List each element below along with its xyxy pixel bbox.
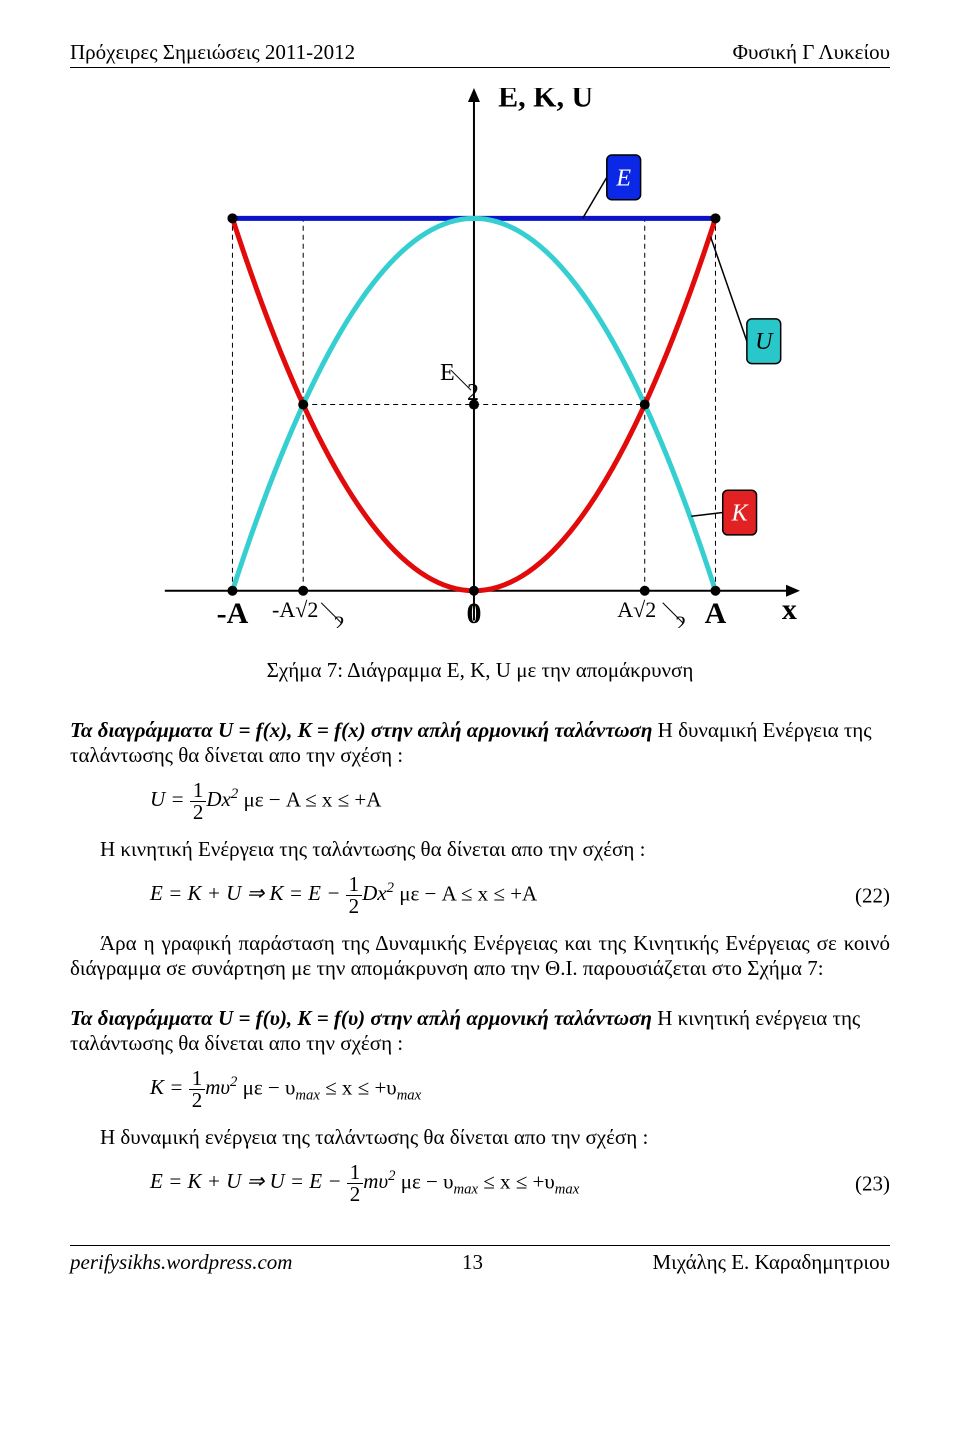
eq-K-number: (22) bbox=[855, 883, 890, 908]
svg-text:U: U bbox=[755, 329, 774, 355]
eq-K: E = K + U ⇒ K = E − 12Dx2 με − A ≤ x ≤ +… bbox=[70, 874, 890, 917]
svg-text:2: 2 bbox=[675, 611, 686, 628]
footer-center: 13 bbox=[462, 1250, 483, 1275]
eq-Uv-sup: 2 bbox=[388, 1168, 395, 1184]
energy-diagram-svg: -A-A√220A√22AE, K, UxE2EUK bbox=[160, 88, 800, 628]
eq-K-cond: με − A ≤ x ≤ +A bbox=[399, 881, 537, 905]
eq-Kv-cond1: με − υ bbox=[243, 1075, 296, 1099]
eq-Kv-rhs: mυ bbox=[205, 1075, 230, 1099]
svg-text:E: E bbox=[615, 165, 631, 191]
footer-left: perifysikhs.wordpress.com bbox=[70, 1250, 292, 1275]
eq-U-frac-n: 1 bbox=[190, 780, 207, 802]
svg-text:-A√2: -A√2 bbox=[272, 597, 318, 622]
eq-Kv-cond2: ≤ x ≤ +υ bbox=[320, 1075, 397, 1099]
section1-heading: Τα διαγράμματα U = f(x), K = f(x) στην α… bbox=[70, 718, 890, 768]
caption-text: Σχήμα 7: Διάγραμμα E, K, U με την απομάκ… bbox=[267, 658, 694, 682]
eq-Uv-cond1: με − υ bbox=[401, 1169, 454, 1193]
eq-Kv-lhs: K = bbox=[150, 1075, 183, 1099]
page-header: Πρόχειρες Σημειώσεις 2011-2012 Φυσική Γ … bbox=[70, 40, 890, 68]
svg-text:2: 2 bbox=[467, 380, 479, 406]
figure-7: -A-A√220A√22AE, K, UxE2EUK bbox=[70, 88, 890, 628]
section1-heading-bold: Τα διαγράμματα U = f(x), K = f(x) στην α… bbox=[70, 718, 652, 742]
section2-heading: Τα διαγράμματα U = f(υ), K = f(υ) στην α… bbox=[70, 1006, 890, 1056]
svg-text:K: K bbox=[731, 501, 750, 527]
eq-Uv-number: (23) bbox=[855, 1171, 890, 1196]
eq-K-frac-d: 2 bbox=[346, 896, 363, 917]
svg-text:x: x bbox=[782, 593, 797, 626]
eq-Uv-frac-d: 2 bbox=[347, 1184, 364, 1205]
eq-Uv-sub1: max bbox=[454, 1182, 478, 1198]
eq-K-sup: 2 bbox=[387, 880, 394, 896]
eq-U-rhs: Dx bbox=[206, 787, 231, 811]
eq-Uv-rhs: mυ bbox=[363, 1169, 388, 1193]
header-left: Πρόχειρες Σημειώσεις 2011-2012 bbox=[70, 40, 355, 65]
dynamics-intro: Η δυναμική ενέργεια της ταλάντωσης θα δί… bbox=[70, 1125, 890, 1150]
svg-text:E: E bbox=[440, 360, 455, 386]
eq-K-frac-n: 1 bbox=[346, 874, 363, 896]
eq-U-frac-d: 2 bbox=[190, 802, 207, 823]
svg-text:A√2: A√2 bbox=[617, 597, 656, 622]
eq-Kv-frac-d: 2 bbox=[189, 1090, 206, 1111]
eq-K-pre: E = K + U ⇒ K = E − bbox=[150, 881, 346, 905]
eq-Kv-frac-n: 1 bbox=[189, 1068, 206, 1090]
eq-U-sup: 2 bbox=[231, 786, 238, 802]
svg-text:0: 0 bbox=[466, 597, 481, 628]
eq-Uv-cond2: ≤ x ≤ +υ bbox=[478, 1169, 555, 1193]
svg-text:2: 2 bbox=[334, 611, 345, 628]
eq-K-rhs: Dx bbox=[362, 881, 387, 905]
svg-text:-A: -A bbox=[217, 597, 249, 628]
svg-text:A: A bbox=[705, 597, 727, 628]
section1-conclusion: Άρα η γραφική παράσταση της Δυναμικής Εν… bbox=[70, 931, 890, 981]
eq-U-lhs: U = bbox=[150, 787, 185, 811]
eq-Uv-frac-n: 1 bbox=[347, 1162, 364, 1184]
eq-U: U = 12Dx2 με − A ≤ x ≤ +A bbox=[70, 780, 890, 823]
footer-right: Μιχάλης Ε. Καραδημητριου bbox=[652, 1250, 890, 1275]
eq-Kv-sub1: max bbox=[295, 1088, 319, 1104]
header-right: Φυσική Γ Λυκείου bbox=[733, 40, 890, 65]
svg-text:E, K, U: E, K, U bbox=[498, 88, 593, 114]
eq-Uv-pre: E = K + U ⇒ U = E − bbox=[150, 1169, 347, 1193]
figure-caption: Σχήμα 7: Διάγραμμα E, K, U με την απομάκ… bbox=[70, 658, 890, 683]
kinetics-intro: Η κινητική Ενέργεια της ταλάντωσης θα δί… bbox=[70, 837, 890, 862]
eq-Kv-sub2: max bbox=[397, 1088, 421, 1104]
eq-U-cond: με − A ≤ x ≤ +A bbox=[243, 787, 381, 811]
eq-Kv: K = 12mυ2 με − υmax ≤ x ≤ +υmax bbox=[70, 1068, 890, 1111]
eq-Uv: E = K + U ⇒ U = E − 12mυ2 με − υmax ≤ x … bbox=[70, 1162, 890, 1205]
eq-Kv-sup: 2 bbox=[230, 1074, 237, 1090]
eq-Uv-sub2: max bbox=[555, 1182, 579, 1198]
section2-heading-bold: Τα διαγράμματα U = f(υ), K = f(υ) στην α… bbox=[70, 1006, 652, 1030]
page-footer: perifysikhs.wordpress.com 13 Μιχάλης Ε. … bbox=[70, 1245, 890, 1275]
